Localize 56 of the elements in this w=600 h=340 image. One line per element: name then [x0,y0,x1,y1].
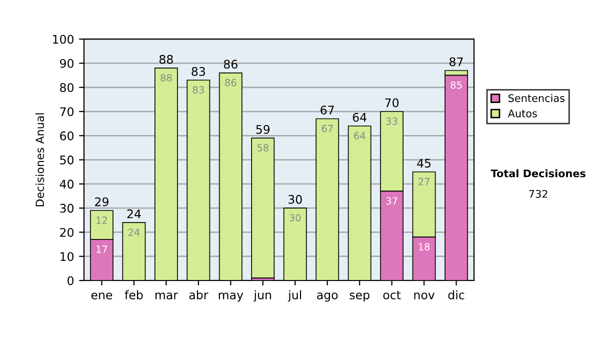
y-tick-label: 50 [60,156,74,164]
x-tick-label: ene [91,292,112,300]
total-label: 24 [127,209,141,218]
total-label: 67 [320,106,334,115]
legend-label: Sentencias [508,94,564,102]
text: Total Decisiones [490,169,586,178]
data-label: 86 [225,78,236,86]
total-label: 88 [159,54,173,64]
data-label: 85 [450,81,462,89]
data-label: 83 [192,86,204,94]
x-tick-label: abr [189,290,208,300]
data-label: 12 [96,216,107,224]
total-label: 59 [256,124,270,134]
total-label: 64 [352,112,366,122]
bar [251,138,275,279]
data-label: 18 [418,243,430,250]
y-tick-label: 70 [60,107,74,116]
data-label: 64 [354,132,366,140]
total-label: 87 [450,57,463,66]
data-label: 33 [386,118,398,125]
data-label: 17 [96,246,108,253]
y-tick-label: 30 [60,204,74,213]
total-label: 45 [417,158,431,168]
data-label: 30 [290,214,301,222]
x-tick-label: may [218,292,244,302]
y-tick-label: 0 [68,276,74,286]
total-label: 30 [288,194,302,204]
data-label: 24 [128,228,140,236]
y-tick-label: 20 [60,228,74,237]
data-label: 37 [386,197,398,205]
x-tick-label: dic [448,290,464,300]
x-tick-label: jun [254,290,272,302]
data-label: 27 [418,178,430,186]
y-tick-label: 60 [60,131,74,140]
y-axis-title: Decisiones Anual [35,113,44,206]
total-label: 70 [385,98,399,108]
x-tick-label: sep [350,292,370,302]
y-tick-label: 10 [60,252,74,262]
data-label: 58 [257,144,268,152]
y-tick-label: 90 [60,58,74,68]
data-label: 67 [322,124,333,132]
total-label: 29 [95,197,108,206]
legend-label: Autos [508,110,537,118]
y-tick-label: 80 [60,83,74,92]
x-tick-label: ago [317,292,338,302]
x-tick-label: jul [288,290,302,302]
data-label: 88 [160,74,172,82]
total-label: 86 [224,60,238,69]
y-tick-label: 100 [53,34,74,44]
x-tick-label: mar [155,292,178,300]
y-tick-label: 40 [60,180,74,189]
x-tick-label: nov [414,292,435,300]
text: 732 [529,190,548,198]
x-tick-label: feb [124,290,143,300]
x-tick-label: oct [383,290,401,300]
total-label: 83 [192,66,205,76]
